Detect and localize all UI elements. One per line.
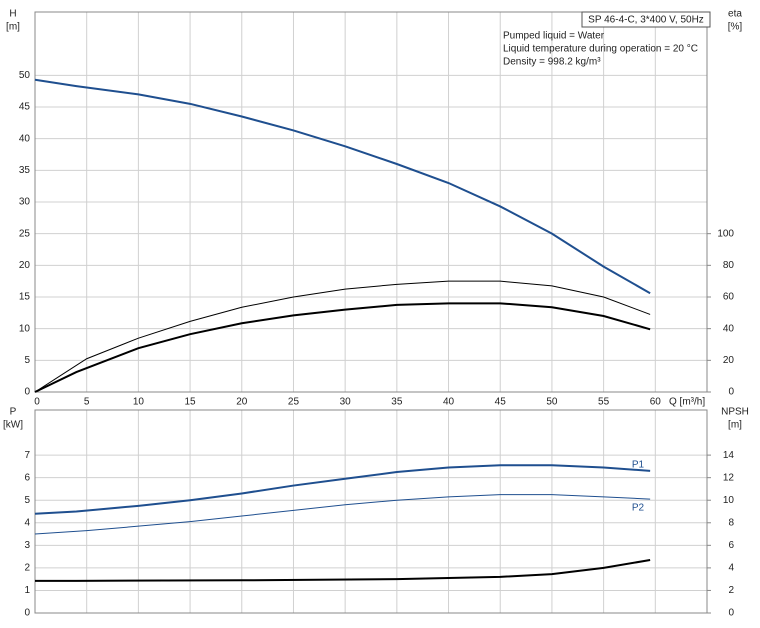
y2-tick-label: 8	[728, 517, 734, 528]
y-tick-label: 50	[19, 70, 31, 81]
x-tick-label: 10	[133, 397, 145, 408]
y2-tick-label: 2	[728, 585, 734, 596]
y-tick-label: 35	[19, 165, 31, 176]
curve	[34, 494, 651, 535]
y2-tick-label: 10	[723, 495, 735, 506]
y-axis-label: P	[10, 407, 17, 418]
y-tick-label: 5	[24, 495, 30, 506]
y2-tick-label: 0	[728, 608, 734, 619]
x-tick-label: 40	[443, 397, 455, 408]
curve-label: P2	[632, 503, 645, 514]
y-tick-label: 0	[24, 387, 30, 398]
y-tick-label: 15	[19, 292, 31, 303]
y-tick-label: 6	[24, 472, 30, 483]
y2-tick-label: 20	[723, 355, 735, 366]
curve-label: P1	[632, 460, 645, 471]
x-tick-label: 55	[598, 397, 610, 408]
x-tick-label: 50	[546, 397, 558, 408]
y-tick-label: 4	[24, 517, 30, 528]
y2-tick-label: 40	[723, 323, 735, 334]
y-tick-label: 45	[19, 102, 31, 113]
y2-tick-label: 12	[723, 472, 735, 483]
y2-axis-label: eta	[728, 9, 742, 20]
y-tick-label: 30	[19, 197, 31, 208]
x-axis-label: Q [m³/h]	[669, 397, 705, 408]
y-axis-unit: [kW]	[3, 420, 23, 431]
curve	[34, 464, 651, 515]
y-axis-unit: [m]	[6, 22, 20, 33]
y2-axis-unit: [%]	[728, 22, 743, 33]
y-tick-label: 7	[24, 450, 30, 461]
y2-tick-label: 14	[723, 450, 735, 461]
plot-frame	[34, 409, 708, 614]
y2-tick-label: 0	[728, 387, 734, 398]
x-tick-label: 15	[185, 397, 197, 408]
y2-tick-label: 100	[717, 228, 734, 239]
y-tick-label: 3	[24, 540, 30, 551]
annotation: Density = 998.2 kg/m³	[503, 57, 601, 68]
x-tick-label: 30	[340, 397, 352, 408]
curve	[35, 559, 651, 582]
y2-tick-label: 4	[728, 563, 734, 574]
y-tick-label: 10	[19, 323, 31, 334]
y2-tick-label: 80	[723, 260, 735, 271]
curve	[34, 280, 651, 393]
chart-title: SP 46-4-C, 3*400 V, 50Hz	[588, 15, 704, 26]
curve	[34, 78, 651, 295]
plot-frame	[34, 11, 708, 393]
y2-axis-unit: [m]	[728, 420, 742, 431]
y2-tick-label: 60	[723, 292, 735, 303]
curve	[34, 302, 651, 393]
x-tick-label: 60	[650, 397, 662, 408]
y-axis-label: H	[9, 9, 16, 20]
annotation: Pumped liquid = Water	[503, 31, 605, 42]
x-tick-label: 45	[495, 397, 507, 408]
x-tick-label: 35	[391, 397, 403, 408]
y-tick-label: 40	[19, 133, 31, 144]
annotation: Liquid temperature during operation = 20…	[503, 44, 698, 55]
y-tick-label: 5	[24, 355, 30, 366]
y-tick-label: 0	[24, 608, 30, 619]
y-tick-label: 1	[24, 585, 30, 596]
y2-axis-label: NPSH	[721, 407, 749, 418]
x-tick-label: 20	[236, 397, 248, 408]
x-tick-label: 5	[84, 397, 90, 408]
y-tick-label: 20	[19, 260, 31, 271]
title-box	[581, 11, 711, 28]
y2-tick-label: 6	[728, 540, 734, 551]
x-tick-label: 25	[288, 397, 300, 408]
x-tick-label: 0	[34, 397, 40, 408]
y-tick-label: 2	[24, 563, 30, 574]
y-tick-label: 25	[19, 228, 31, 239]
